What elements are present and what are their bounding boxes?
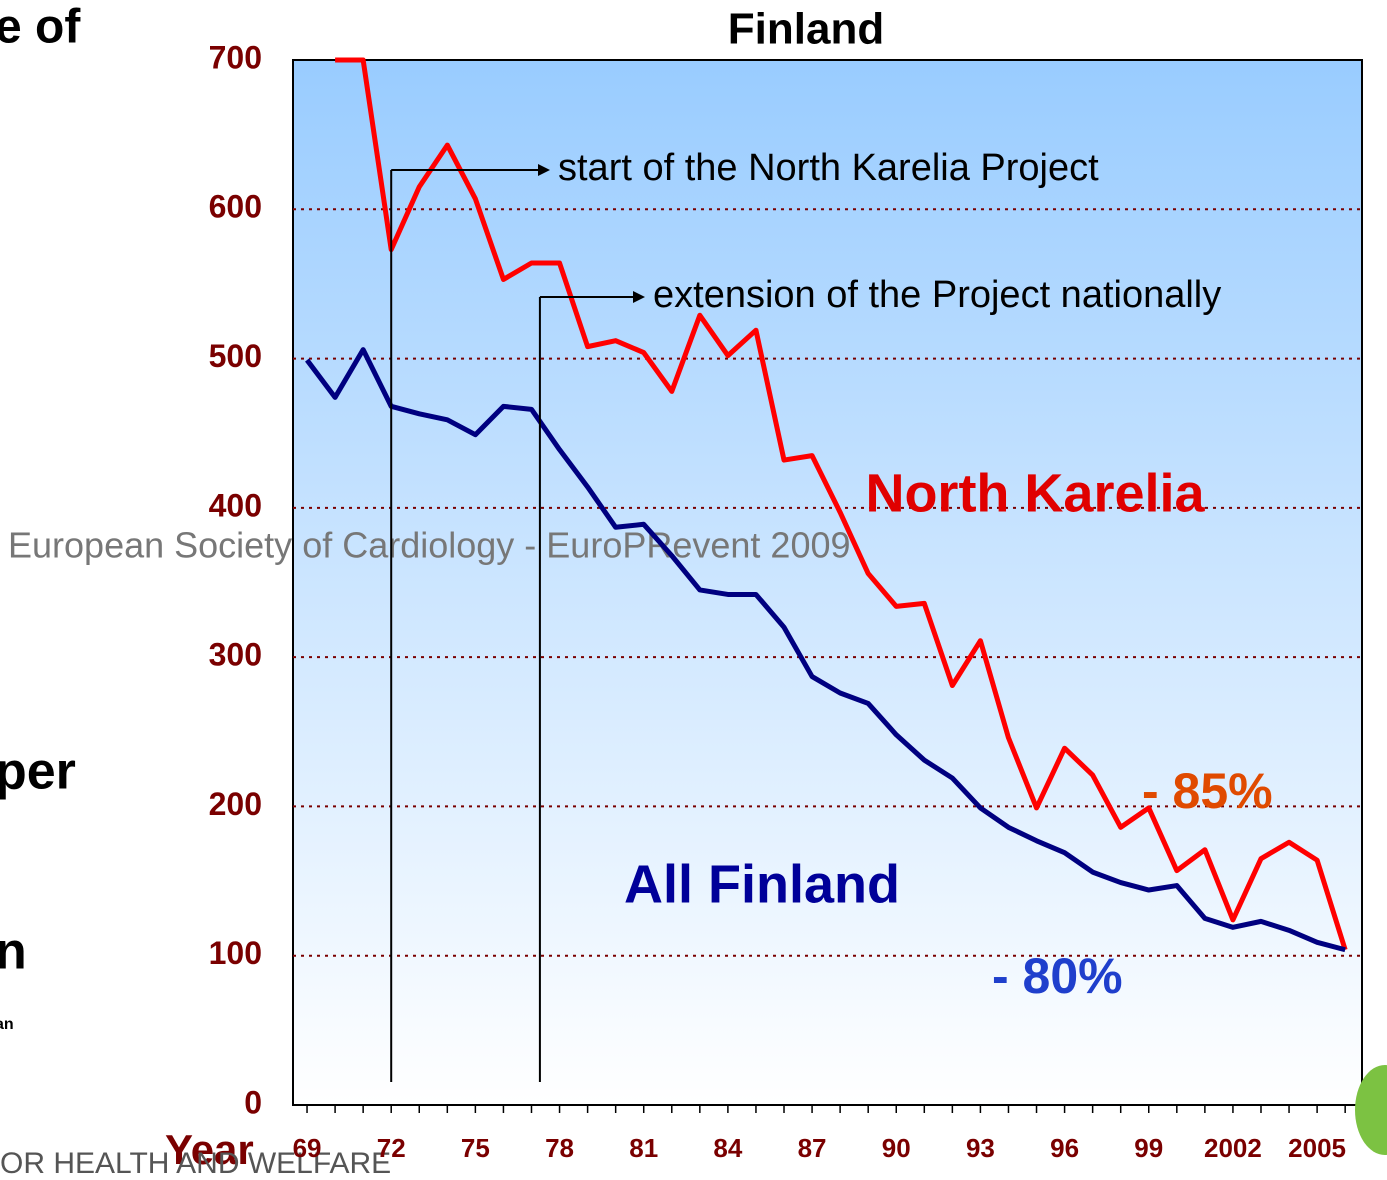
y-tick-label: 700	[209, 39, 262, 75]
x-tick-label: 72	[377, 1133, 406, 1163]
x-tick-label: 2002	[1204, 1133, 1262, 1163]
y-tick-label: 600	[209, 189, 262, 225]
y-tick-label: 400	[209, 487, 262, 523]
y-tick-label: 200	[209, 786, 262, 822]
x-tick-label: 75	[461, 1133, 490, 1163]
x-tick-label: 99	[1134, 1133, 1163, 1163]
x-tick-label: 2005	[1288, 1133, 1346, 1163]
y-tick-label: 500	[209, 338, 262, 374]
x-tick-label: 81	[629, 1133, 658, 1163]
y-tick-label: 100	[209, 935, 262, 971]
chart: Finland Year European Society of Cardiol…	[0, 0, 1387, 1180]
watermark: European Society of Cardiology - EuroPRe…	[8, 525, 851, 566]
x-tick-label: 93	[966, 1133, 995, 1163]
x-tick-label: 78	[545, 1133, 574, 1163]
side-text: an	[0, 1016, 14, 1033]
side-text: OR HEALTH AND WELFARE	[0, 1147, 391, 1180]
annotation-text: extension of the Project nationally	[653, 274, 1221, 316]
series-label: All Finland	[624, 854, 900, 914]
side-text: e of	[0, 1, 81, 54]
y-tick-label: 300	[209, 637, 262, 673]
annotation-text: - 85%	[1142, 763, 1273, 819]
chart-title: Finland	[728, 5, 884, 54]
x-tick-label: 87	[798, 1133, 827, 1163]
annotation-text: - 80%	[992, 948, 1123, 1004]
series-label: North Karelia	[865, 463, 1205, 523]
x-tick-label: 84	[713, 1133, 742, 1163]
y-tick-label: 0	[244, 1084, 262, 1120]
annotation-text: start of the North Karelia Project	[558, 147, 1099, 189]
x-tick-label: 96	[1050, 1133, 1079, 1163]
x-tick-label: 90	[882, 1133, 911, 1163]
side-text: per	[0, 743, 76, 801]
x-tick-label: 69	[293, 1133, 322, 1163]
side-text: n	[0, 923, 27, 981]
plot-area	[293, 60, 1362, 1105]
